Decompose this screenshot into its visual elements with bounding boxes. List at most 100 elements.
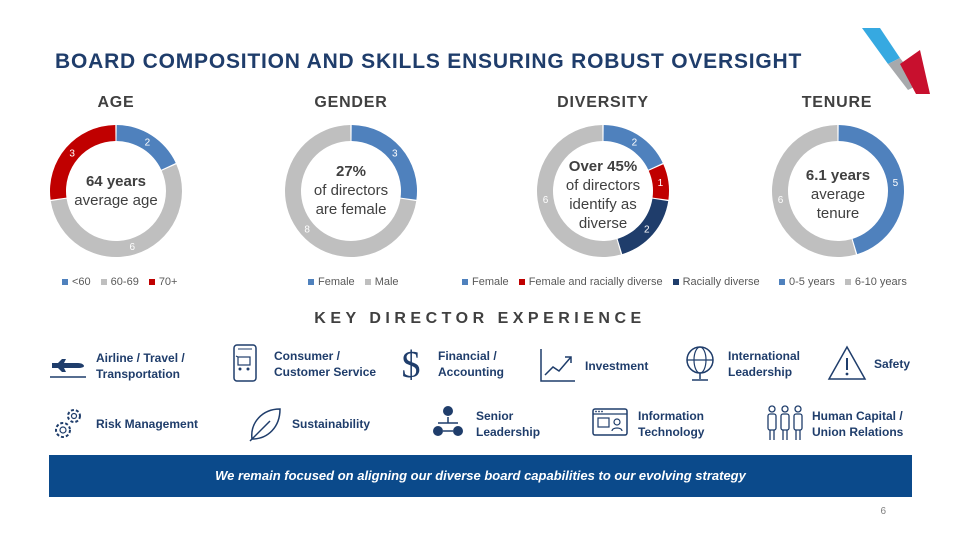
legend-item: 60-69 — [100, 276, 139, 288]
legend-item: Female and racially diverse — [518, 276, 663, 288]
leaf-icon — [249, 408, 281, 442]
donut-segment — [838, 125, 904, 255]
globe-icon — [686, 346, 714, 381]
age-legend: <60 60-69 70+ — [62, 276, 177, 288]
airplane-icon — [50, 359, 86, 378]
donut-segment — [603, 125, 663, 170]
airline-logo — [862, 28, 930, 94]
skill-label: Human Capital / Union Relations — [812, 409, 904, 439]
skill-label: Financial / Accounting — [438, 349, 504, 379]
legend-label: 0-5 years — [789, 276, 835, 288]
svg-text:$: $ — [402, 344, 421, 385]
diversity-center-caption-2: identify as — [569, 196, 637, 213]
shopping-cart-icon — [233, 344, 257, 382]
skill-risk-management: Risk Management — [48, 403, 198, 445]
legend-swatch — [779, 279, 785, 285]
legend-item: Male — [364, 276, 399, 288]
skill-senior-leadership: Senior Leadership — [428, 403, 540, 445]
computer-icon — [592, 408, 628, 436]
people-icon — [767, 405, 803, 440]
skill-financial-accounting: $ Financial / Accounting — [390, 343, 505, 385]
skill-label: Risk Management — [96, 417, 199, 431]
legend-label: Racially diverse — [682, 276, 760, 288]
page-number: 6 — [880, 506, 886, 517]
tenure-center-caption-2: tenure — [816, 205, 860, 222]
donut-segment — [351, 125, 417, 200]
skill-information-technology: Information Technology — [590, 403, 704, 445]
legend-swatch — [518, 279, 525, 285]
diversity-legend: Female Female and racially diverse Racia… — [462, 276, 760, 288]
skill-human-capital: Human Capital / Union Relations — [764, 403, 903, 445]
gender-legend: Female Male — [308, 276, 399, 288]
gender-center-value: 27% — [335, 163, 367, 180]
legend-item: <60 — [62, 276, 91, 288]
legend-swatch — [308, 279, 314, 285]
dollar-icon: $ — [402, 344, 421, 385]
age-center-caption: average age — [74, 192, 158, 209]
donut-segment — [772, 125, 856, 257]
legend-label: 6-10 years — [854, 276, 907, 288]
strategy-banner: We remain focused on aligning our divers… — [49, 455, 912, 497]
gender-center-caption-1: of directors — [313, 182, 389, 199]
donut-segment — [617, 198, 669, 255]
skill-label: Senior Leadership — [476, 409, 541, 439]
tenure-legend: 0-5 years 6-10 years — [779, 276, 907, 288]
diversity-center-caption-3: diverse — [578, 215, 628, 232]
legend-item: Female — [308, 276, 355, 288]
age-chart-title: AGE — [97, 94, 135, 111]
skill-label: Airline / Travel / Transportation — [96, 351, 185, 381]
legend-swatch — [100, 279, 107, 285]
legend-item: Racially diverse — [672, 276, 760, 288]
gears-icon — [55, 409, 81, 438]
diversity-donut-chart: 2 1 2 6 — [537, 125, 669, 257]
legend-label: 60-69 — [110, 276, 139, 288]
tenure-center-caption-1: average — [810, 186, 866, 203]
legend-label: Male — [374, 276, 399, 288]
diversity-chart-title: DIVERSITY — [557, 94, 649, 111]
donut-segment — [537, 125, 621, 257]
legend-swatch — [364, 279, 371, 285]
donut-segment — [50, 125, 116, 200]
diversity-center-caption-1: of directors — [565, 177, 641, 194]
legend-swatch — [844, 279, 851, 285]
legend-label: <60 — [72, 276, 91, 288]
donut-segment-label: 2 — [644, 224, 650, 235]
donut-segment-label: 3 — [392, 149, 398, 160]
donut-segment-label: 3 — [69, 149, 75, 160]
skill-label: Consumer / Customer Service — [274, 349, 377, 379]
donut-segment-label: 8 — [304, 224, 310, 235]
skill-sustainability: Sustainability — [244, 403, 370, 445]
tenure-center-value: 6.1 years — [805, 167, 871, 184]
donut-segment-label: 6 — [778, 195, 784, 206]
legend-swatch — [148, 279, 155, 285]
gender-center-text: 27% of directors are female — [281, 162, 421, 219]
page-title: BOARD COMPOSITION AND SKILLS ENSURING RO… — [55, 50, 803, 73]
legend-item: Female — [462, 276, 509, 288]
tenure-donut-chart: 56 — [772, 125, 904, 257]
donut-segment — [116, 125, 176, 170]
age-donut-chart: 2 6 3 — [50, 125, 182, 257]
legend-item: 0-5 years — [779, 276, 835, 288]
donut-segment-label: 6 — [543, 195, 549, 206]
gender-center-caption-2: are female — [315, 201, 387, 218]
donut-segment-label: 2 — [632, 138, 638, 149]
donut-segment — [648, 164, 669, 200]
skill-safety: Safety — [826, 343, 910, 385]
skill-label: International Leadership — [728, 349, 801, 379]
donut-segment-label: 5 — [893, 178, 899, 189]
warning-icon — [827, 345, 867, 380]
skill-international-leadership: International Leadership — [680, 343, 800, 385]
legend-item: 6-10 years — [844, 276, 907, 288]
legend-swatch — [462, 279, 468, 285]
skill-investment: Investment — [537, 345, 648, 387]
donut-segment-label: 2 — [145, 138, 151, 149]
skill-consumer-service: Consumer / Customer Service — [226, 343, 376, 385]
legend-swatch — [62, 279, 68, 285]
donut-segment-label: 1 — [658, 178, 664, 189]
legend-item: 70+ — [148, 276, 177, 288]
key-director-experience-title: KEY DIRECTOR EXPERIENCE — [314, 310, 646, 327]
legend-label: Female — [472, 276, 509, 288]
diversity-center-text: Over 45% of directors identify as divers… — [533, 157, 673, 233]
line-chart-icon — [540, 349, 575, 382]
skill-label: Safety — [874, 357, 911, 371]
